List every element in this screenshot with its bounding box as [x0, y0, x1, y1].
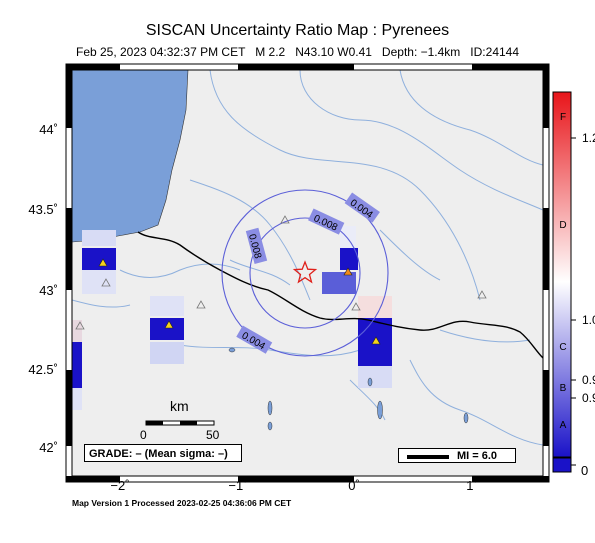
- star-icon: [292, 260, 318, 284]
- colorbar-grade: A: [559, 420, 567, 431]
- triangle-filled-icon: [343, 267, 353, 276]
- colorbar-grade: B: [559, 383, 567, 394]
- colorbar-value: 0.9: [582, 391, 595, 405]
- uncertainty-cells: [72, 226, 392, 410]
- scale-bar: [145, 420, 215, 426]
- triangle-outline-icon: [196, 300, 206, 309]
- colorbar-grade: C: [559, 342, 567, 353]
- contour-labels: 0.004 0.008 0.008 0.004: [236, 192, 380, 354]
- triangle-outline-icon: [101, 278, 111, 287]
- latitude-label: 44˚: [39, 122, 58, 137]
- longitude-label: −2˚: [110, 478, 130, 493]
- grade-box: GRADE: – (Mean sigma: –): [84, 444, 242, 462]
- lakes: [228, 347, 469, 431]
- latitude-label: 43.5˚: [28, 202, 58, 217]
- mi-label: MI = 6.0: [457, 450, 498, 462]
- longitude-label: 0˚: [348, 478, 360, 493]
- scale-bar-end: 50: [206, 428, 220, 442]
- colorbar-value: 1.2: [582, 131, 595, 145]
- colorbar-grade: D: [559, 220, 567, 231]
- colorbar-value: 0.9: [582, 373, 595, 387]
- triangle-outline-icon: [351, 302, 361, 311]
- mi-bar: [407, 455, 449, 459]
- triangle-outline-icon: [75, 321, 85, 330]
- triangle-outline-icon: [477, 290, 487, 299]
- mi-box: MI = 6.0: [398, 448, 516, 463]
- stations: [75, 215, 487, 345]
- triangle-filled-icon: [371, 336, 381, 345]
- processing-footer: Map Version 1 Processed 2023-02-25 04:36…: [72, 498, 292, 508]
- latitude-label: 43˚: [39, 283, 58, 298]
- triangle-filled-icon: [164, 320, 174, 329]
- border-line: [137, 231, 543, 359]
- rivers: [72, 70, 543, 446]
- colorbar-value: 0: [581, 463, 589, 478]
- latitude-label: 42.5˚: [28, 362, 58, 377]
- scale-bar-start: 0: [140, 428, 147, 442]
- uncertainty-contours: [221, 189, 389, 357]
- map-title: SISCAN Uncertainty Ratio Map : Pyrenees: [145, 22, 450, 39]
- event-info: Feb 25, 2023 04:32:37 PM CET M 2.2 N43.1…: [75, 45, 520, 59]
- map-frame: [65, 63, 550, 483]
- medium-uncertainty-cell: [322, 272, 356, 294]
- triangle-filled-icon: [98, 258, 108, 267]
- colorbar-value: 1.0: [582, 313, 595, 327]
- latitude-label: 42˚: [39, 440, 58, 455]
- scale-bar-title: km: [170, 398, 189, 414]
- colorbar-grade: F: [559, 112, 567, 123]
- longitude-label: −1˚: [228, 478, 248, 493]
- triangle-outline-icon: [280, 215, 290, 224]
- colorbar: [552, 91, 576, 473]
- longitude-label: 1˚: [466, 478, 478, 493]
